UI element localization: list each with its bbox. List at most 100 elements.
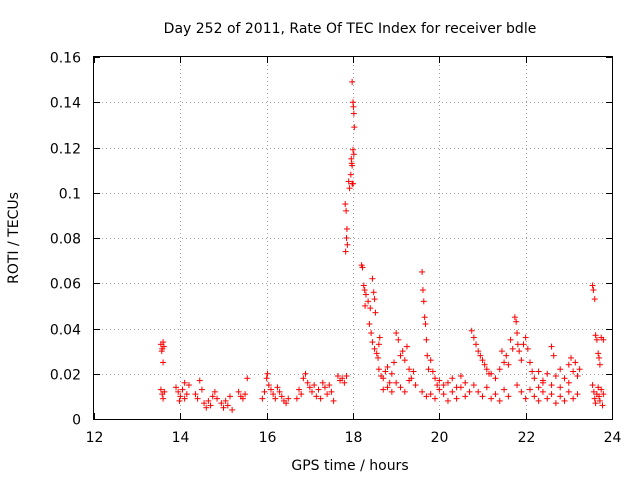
data-point: [440, 382, 447, 389]
data-point: [326, 382, 333, 389]
data-point: [420, 298, 427, 305]
data-point: [488, 395, 495, 402]
data-point: [596, 361, 603, 368]
data-point: [419, 388, 426, 395]
chart-title: Day 252 of 2011, Rate Of TEC Index for r…: [164, 21, 537, 37]
data-point: [516, 348, 523, 355]
data-point: [296, 386, 303, 393]
data-point: [239, 395, 246, 402]
x-tick-label: 12: [86, 430, 104, 446]
data-point: [518, 357, 525, 364]
data-point: [470, 334, 477, 341]
data-point: [570, 395, 577, 402]
data-point: [207, 402, 214, 409]
data-point: [264, 370, 271, 377]
data-point: [349, 78, 356, 85]
data-point: [479, 357, 486, 364]
data-point: [514, 330, 521, 337]
data-point: [572, 359, 579, 366]
data-point: [522, 395, 529, 402]
y-tick-label: 0.1: [59, 187, 81, 203]
data-point: [535, 368, 542, 375]
data-point: [412, 382, 419, 389]
data-point: [425, 366, 432, 373]
data-point: [384, 384, 391, 391]
data-point: [552, 400, 559, 407]
data-point: [434, 382, 441, 389]
data-point: [393, 379, 400, 386]
data-point: [342, 201, 349, 208]
data-point: [380, 386, 387, 393]
data-point: [470, 382, 477, 389]
data-point: [531, 393, 538, 400]
grid-lines: [94, 57, 612, 419]
data-point: [367, 305, 374, 312]
data-point: [509, 345, 516, 352]
data-point: [345, 178, 352, 185]
data-point: [567, 354, 574, 361]
data-point: [393, 330, 400, 337]
y-tick-label: 0.14: [50, 96, 81, 112]
data-point: [596, 354, 603, 361]
data-point: [330, 397, 337, 404]
data-point: [176, 397, 183, 404]
data-point: [419, 287, 426, 294]
data-point: [293, 395, 300, 402]
data-point: [319, 379, 326, 386]
data-point: [421, 314, 428, 321]
data-point: [436, 377, 443, 384]
data-point: [424, 352, 431, 359]
data-point: [576, 366, 583, 373]
data-point: [308, 388, 315, 395]
data-point: [531, 375, 538, 382]
data-point: [475, 388, 482, 395]
data-point: [539, 388, 546, 395]
data-points: [157, 78, 607, 413]
data-point: [203, 404, 210, 411]
data-point: [211, 388, 218, 395]
data-point: [272, 395, 279, 402]
axis-ticks: 12 14 16 18 20 22 24 0 0.02 0.04 0.06 0.08 0.1 0.12 0.…: [50, 51, 622, 447]
data-point: [321, 384, 328, 391]
data-point: [557, 393, 564, 400]
data-point: [600, 336, 607, 343]
data-point: [343, 207, 350, 214]
data-point: [423, 393, 430, 400]
data-point: [462, 393, 469, 400]
data-point: [368, 330, 375, 337]
y-tick-label: 0.04: [50, 323, 81, 339]
data-point: [361, 287, 368, 294]
data-point: [347, 171, 354, 178]
data-point: [391, 359, 398, 366]
data-point: [595, 384, 602, 391]
data-point: [432, 395, 439, 402]
data-point: [343, 225, 350, 232]
data-point: [419, 268, 426, 275]
data-point: [557, 366, 564, 373]
data-point: [362, 302, 369, 309]
data-point: [348, 160, 355, 167]
data-point: [598, 386, 605, 393]
data-point: [384, 363, 391, 370]
data-point: [535, 384, 542, 391]
data-point: [518, 388, 525, 395]
x-tick-label: 18: [345, 430, 363, 446]
data-point: [479, 393, 486, 400]
data-point: [544, 370, 551, 377]
data-point: [462, 379, 469, 386]
data-point: [388, 370, 395, 377]
data-point: [302, 370, 309, 377]
data-point: [274, 384, 281, 391]
data-point: [475, 348, 482, 355]
data-point: [565, 379, 572, 386]
y-tick-label: 0.12: [50, 142, 81, 158]
data-point: [397, 384, 404, 391]
data-point: [593, 336, 600, 343]
plot-frame: [93, 56, 613, 420]
data-point: [161, 388, 168, 395]
data-point: [544, 395, 551, 402]
data-point: [427, 391, 434, 398]
data-point: [548, 382, 555, 389]
data-point: [183, 391, 190, 398]
data-point: [371, 345, 378, 352]
